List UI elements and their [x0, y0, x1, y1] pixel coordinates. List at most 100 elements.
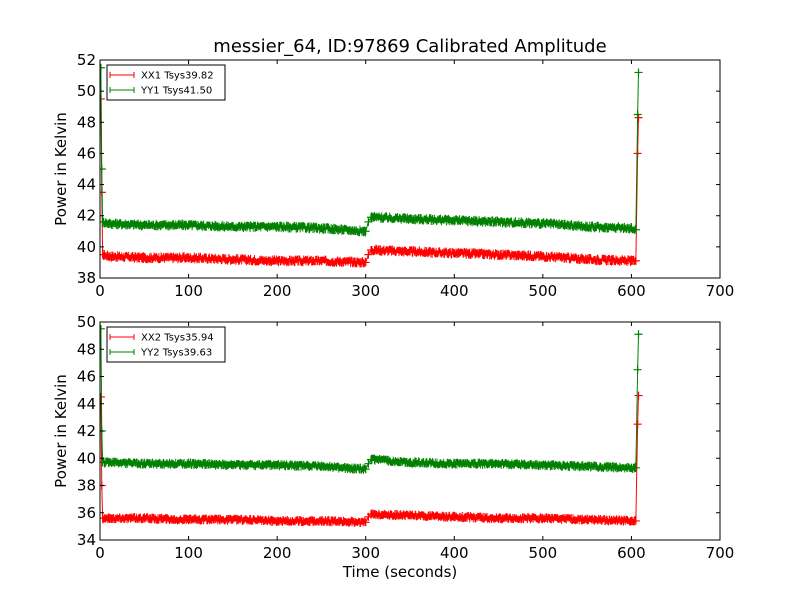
data-point [494, 217, 503, 226]
x-tick-label: 400 [440, 544, 469, 562]
y-tick-label: 44 [77, 176, 96, 194]
data-point [633, 365, 642, 374]
data-point [104, 252, 113, 261]
data-point [361, 518, 370, 527]
data-point [228, 222, 237, 231]
bottom-panel: 0 100 200 300 400 500 600 700 34 36 38 40 42 44 46 48 50… [52, 313, 734, 581]
plot-frame [99, 59, 721, 279]
y-tick-label: 38 [77, 269, 96, 287]
series-line [100, 98, 640, 267]
x-tick-label: 700 [706, 282, 735, 300]
x-tick-label: 0 [95, 282, 105, 300]
data-point [104, 514, 113, 523]
y-tick-label: 36 [77, 504, 96, 522]
data-point [317, 256, 326, 265]
x-tick-label: 500 [529, 282, 558, 300]
data-point [184, 221, 193, 230]
data-point [100, 217, 107, 226]
legend: XX2 Tsys35.94 YY2 Tsys39.63 [106, 326, 226, 363]
data-point [450, 459, 459, 468]
x-tick-label: 100 [174, 544, 203, 562]
data-point [100, 165, 106, 173]
data-point [104, 219, 113, 228]
data-point [406, 214, 414, 223]
data-point [450, 216, 459, 225]
data-point [370, 510, 379, 519]
data-point [494, 514, 503, 523]
x-tick-label: 100 [174, 282, 203, 300]
x-tick-label: 0 [95, 544, 105, 562]
data-point [317, 516, 326, 525]
y-tick-label: 52 [77, 51, 96, 69]
data-point [631, 225, 640, 234]
data-point [361, 258, 370, 267]
data-point [631, 516, 640, 525]
data-point [370, 245, 379, 254]
x-tick-label: 300 [351, 544, 380, 562]
x-tick-label: 700 [706, 544, 735, 562]
y-tick-label: 50 [77, 82, 96, 100]
data-point [140, 253, 149, 262]
y-tick-label: 46 [77, 144, 96, 162]
data-point [364, 217, 373, 226]
data-point [228, 255, 237, 264]
x-tick-label: 600 [617, 544, 646, 562]
data-point [228, 461, 237, 470]
data-point [100, 63, 105, 72]
legend-marker [109, 72, 135, 78]
x-tick-label: 500 [529, 544, 558, 562]
data-point [184, 253, 193, 262]
y-tick-label: 48 [77, 113, 96, 131]
data-point [538, 461, 547, 470]
data-point [634, 330, 643, 339]
y-tick-label: 38 [77, 477, 96, 495]
data-point [633, 149, 642, 158]
data-point [631, 256, 640, 265]
data-point [184, 459, 193, 468]
legend-box [106, 64, 226, 101]
data-point [184, 515, 193, 524]
data-point [273, 461, 282, 470]
data-point [364, 459, 373, 468]
y-axis-label: Power in Kelvin [52, 112, 70, 226]
series-line [100, 328, 640, 473]
x-tick-label: 200 [263, 282, 292, 300]
data-point [627, 224, 636, 233]
data-point [583, 515, 592, 524]
legend-label: YY2 Tsys39.63 [140, 348, 212, 359]
data-point [104, 458, 113, 467]
data-point [100, 250, 107, 259]
data-point [361, 227, 370, 236]
data-point [273, 516, 282, 525]
data-point [273, 222, 282, 231]
data-point [140, 514, 149, 523]
legend-box [106, 326, 226, 363]
data-point [583, 462, 592, 471]
data-point [370, 455, 379, 464]
data-point [140, 459, 149, 468]
legend-label: XX2 Tsys35.94 [141, 333, 214, 344]
data-point [100, 324, 105, 333]
data-point [228, 515, 237, 524]
data-point [406, 458, 414, 467]
y-tick-label: 34 [77, 531, 96, 549]
x-tick-label: 400 [440, 282, 469, 300]
data-point [406, 511, 414, 520]
data-point [538, 219, 547, 228]
data-point [361, 465, 370, 474]
y-tick-label: 42 [77, 207, 96, 225]
x-axis-label: Time (seconds) [342, 563, 458, 581]
data-point [317, 462, 326, 471]
legend-label: YY1 Tsys41.50 [140, 86, 212, 97]
x-tick-label: 600 [617, 282, 646, 300]
legend-marker [109, 349, 135, 355]
data-point [538, 252, 547, 261]
data-point [140, 221, 149, 230]
data-point [634, 391, 643, 400]
top-panel: 0 100 200 300 400 500 600 700 38 40 42 44 46 48 50 52 Po… [52, 51, 734, 300]
data-point [317, 224, 326, 233]
series-line [100, 395, 640, 526]
y-tick-label: 40 [77, 238, 96, 256]
y-tick-label: 50 [77, 313, 96, 331]
